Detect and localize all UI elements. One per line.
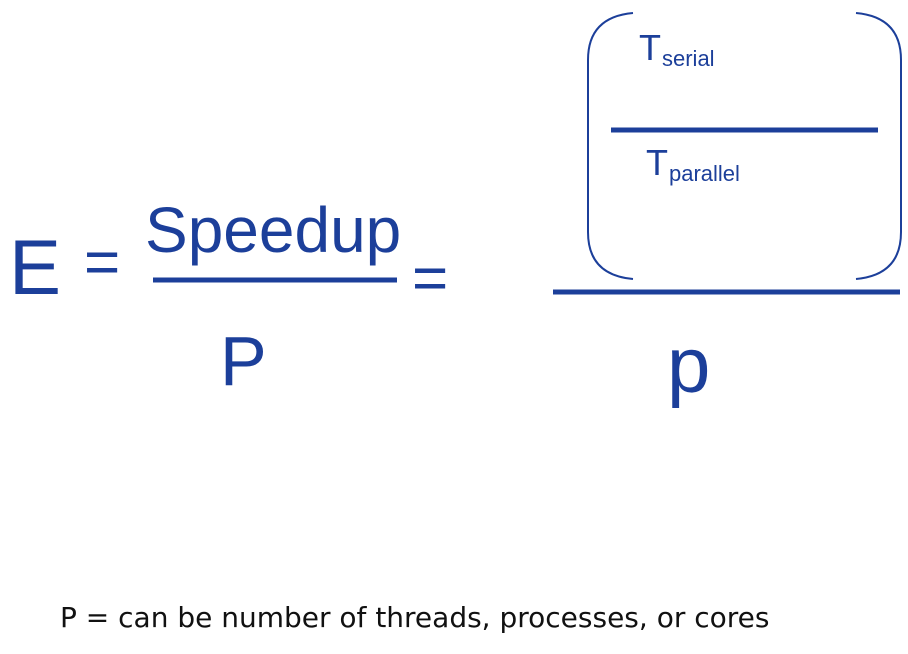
speedup-numerator: Speedup bbox=[145, 194, 402, 266]
t-parallel-symbol: T bbox=[646, 142, 668, 183]
equals-sign: = bbox=[84, 228, 121, 297]
right-bracket bbox=[855, 12, 902, 280]
efficiency-symbol: E bbox=[9, 223, 62, 311]
outer-denominator-p: p bbox=[667, 321, 711, 409]
t-serial-symbol: T bbox=[639, 27, 661, 68]
t-parallel-subscript: parallel bbox=[669, 161, 740, 186]
footnote: P = can be number of threads, processes,… bbox=[60, 601, 770, 634]
equals-sign-2: = bbox=[412, 244, 449, 313]
left-bracket bbox=[587, 12, 634, 280]
t-serial-subscript: serial bbox=[662, 46, 715, 71]
t-parallel: Tparallel bbox=[646, 142, 740, 185]
processor-count-denominator: P bbox=[220, 322, 267, 400]
t-serial: Tserial bbox=[639, 27, 715, 70]
